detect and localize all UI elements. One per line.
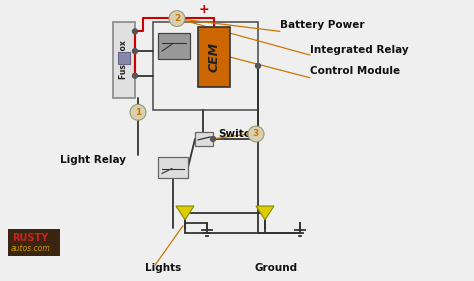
Circle shape	[130, 105, 146, 120]
Bar	[113, 22, 135, 98]
Circle shape	[133, 29, 137, 34]
Text: Control Module: Control Module	[310, 66, 400, 76]
Circle shape	[169, 11, 185, 26]
Circle shape	[210, 137, 216, 141]
Polygon shape	[176, 206, 194, 220]
Text: Integrated Relay: Integrated Relay	[310, 45, 409, 55]
Bar	[118, 52, 130, 64]
Bar	[198, 28, 230, 87]
Text: Fuse Box: Fuse Box	[119, 41, 128, 79]
Text: Light Relay: Light Relay	[60, 155, 126, 165]
Polygon shape	[256, 206, 274, 220]
Circle shape	[248, 126, 264, 142]
Bar	[195, 132, 213, 146]
Text: autos.com: autos.com	[11, 244, 51, 253]
Bar	[158, 33, 190, 59]
Circle shape	[133, 49, 137, 54]
Bar	[158, 157, 188, 178]
Bar	[8, 229, 60, 256]
Text: 1: 1	[135, 108, 141, 117]
Text: RUSTY: RUSTY	[12, 233, 48, 243]
Text: Battery Power: Battery Power	[280, 21, 365, 30]
Text: 3: 3	[253, 130, 259, 139]
Bar	[153, 22, 258, 110]
Text: CEM: CEM	[208, 42, 220, 72]
Circle shape	[133, 73, 137, 78]
Text: Switch: Switch	[218, 129, 257, 139]
Circle shape	[255, 64, 261, 68]
Text: +: +	[199, 3, 210, 16]
Text: Ground: Ground	[255, 263, 298, 273]
Text: 2: 2	[174, 14, 180, 23]
Text: Lights: Lights	[145, 263, 181, 273]
